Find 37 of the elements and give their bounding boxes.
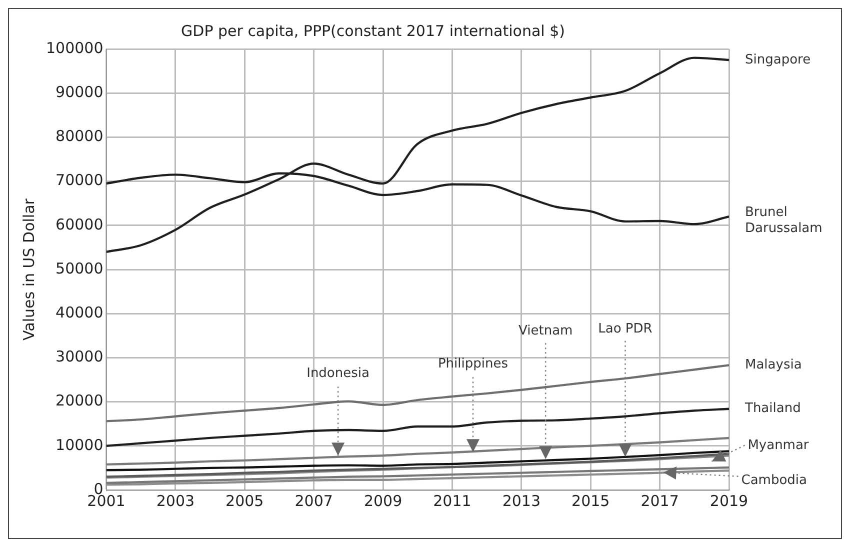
line-series [106,408,729,447]
x-tick-label: 2017 [640,492,679,510]
annotation: Indonesia [306,366,370,382]
line-series [106,436,729,466]
series-label: Malaysia [745,358,802,373]
annotation: Vietnam [518,324,573,339]
annotation: Philippines [438,356,508,372]
chart-title: GDP per capita, PPP(constant 2017 international $) [181,22,565,40]
annotation: Cambodia [741,472,808,488]
x-tick-label: 2005 [226,492,264,510]
annotation: Myanmar [748,438,810,453]
y-tick-label: 90000 [56,82,104,101]
line-series [106,56,729,253]
y-tick-label: 100000 [46,38,104,57]
y-tick-label: 30000 [56,348,104,366]
y-tick-label: 70000 [56,171,104,190]
x-tick-label: 2003 [156,492,195,510]
line-series [106,466,729,484]
y-tick-label: 60000 [56,215,104,234]
series-label: Singapore [745,52,811,68]
x-tick-label: 2019 [710,492,748,510]
annotation: Lao PDR [598,321,652,336]
y-tick-label: 80000 [56,127,104,146]
x-tick-label: 2009 [364,492,402,510]
y-tick-label: 50000 [56,259,104,278]
y-axis-title: Values in US Dollar [20,198,38,340]
x-tick-label: 2011 [433,492,472,510]
series-label: Brunel Darussalam [745,204,822,236]
y-tick-label: 20000 [56,392,104,410]
y-tick-label: 40000 [56,303,104,322]
x-tick-label: 2007 [294,492,333,510]
line-series [106,469,729,486]
x-tick-label: 2013 [502,492,541,510]
line-series [106,454,729,479]
y-tick-label: 10000 [56,436,104,454]
x-tick-label: 2015 [572,492,610,510]
series-label: Thailand [744,401,801,416]
